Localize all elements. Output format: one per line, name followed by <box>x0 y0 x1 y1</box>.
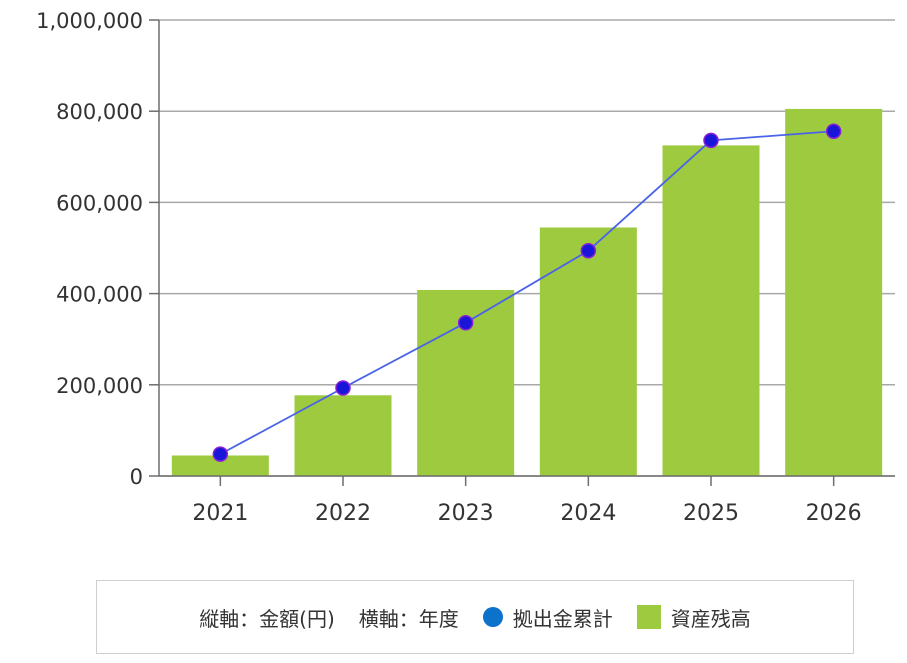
line-series-legend: 拠出金累計 <box>482 603 613 632</box>
horizontal-axis-legend: 横軸：年度 <box>358 606 459 631</box>
x-tick-label: 2022 <box>315 501 371 526</box>
y-tick-label: 800,000 <box>56 100 143 124</box>
contribution-point <box>212 446 229 462</box>
y-tick-label: 600,000 <box>56 191 143 215</box>
x-tick-label: 2024 <box>560 501 616 526</box>
asset-balance-bar <box>662 145 760 476</box>
contribution-line <box>219 130 834 455</box>
asset-balance-bar <box>171 455 269 476</box>
x-tick-label: 2023 <box>438 501 494 526</box>
x-tick-label: 2021 <box>192 501 248 526</box>
y-tick-label: 200,000 <box>56 374 143 398</box>
line-series-label: 拠出金累計 <box>512 606 613 631</box>
y-tick-label: 0 <box>130 465 143 489</box>
label-layer: 0 200,000 400,000 600,000 800,000 1,000,000 20… <box>36 9 862 526</box>
y-tick-label: 400,000 <box>56 283 143 307</box>
vertical-axis-legend: 縦軸：金額(円) <box>199 606 335 631</box>
bar-series-swatch-icon <box>636 605 661 629</box>
bar-series-legend: 資産残高 <box>636 603 751 632</box>
bar-series-label: 資産残高 <box>670 606 751 631</box>
asset-balance-bar <box>539 227 637 476</box>
asset-balance-bar <box>785 108 883 477</box>
line-layer <box>212 123 842 462</box>
contribution-point <box>825 123 842 140</box>
contribution-point <box>335 380 351 396</box>
contribution-point <box>703 132 719 149</box>
line-series-marker-icon <box>482 607 503 627</box>
x-tick-label: 2025 <box>683 501 739 526</box>
grid-layer <box>159 19 895 477</box>
legend-box: 縦軸：金額(円) 横軸：年度 拠出金累計 資産残高 <box>96 580 854 654</box>
contribution-point <box>457 315 474 331</box>
asset-balance-bar <box>294 395 392 476</box>
bar-layer <box>171 108 883 477</box>
x-tick-label: 2026 <box>806 501 862 526</box>
contribution-point <box>580 242 597 259</box>
y-tick-label: 1,000,000 <box>36 9 143 33</box>
axis-layer <box>149 19 895 486</box>
